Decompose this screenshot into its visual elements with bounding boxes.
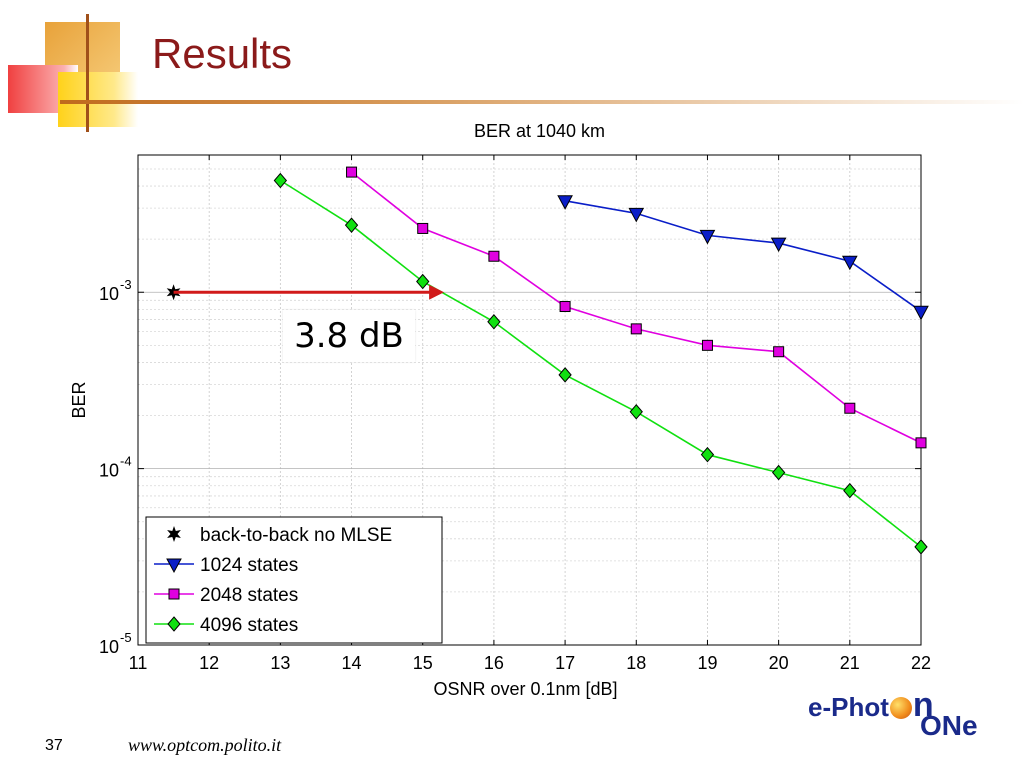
series-4096-states (273, 172, 928, 555)
page-number: 37 (45, 737, 63, 754)
y-tick-exponent: -5 (120, 630, 132, 645)
data-point (630, 323, 642, 335)
x-tick-label: 22 (911, 653, 931, 673)
legend-marker (168, 588, 180, 600)
series-1024-states (557, 195, 929, 321)
x-tick-label: 14 (342, 653, 362, 673)
series-line (564, 200, 922, 312)
plot-frame (137, 154, 922, 646)
decor-square-yellow (58, 72, 138, 127)
data-point (773, 346, 785, 358)
y-tick-exponent: -4 (120, 454, 132, 469)
data-point (559, 301, 571, 313)
legend-marker (166, 558, 182, 574)
y-tick-exponent: -3 (120, 277, 132, 292)
data-point (557, 195, 573, 210)
data-point (700, 446, 715, 463)
data-point (701, 339, 713, 351)
data-point (844, 402, 856, 414)
x-axis-label: OSNR over 0.1nm [dB] (433, 679, 617, 699)
footer-url: www.optcom.polito.it (128, 735, 282, 755)
x-tick-label: 11 (129, 653, 148, 673)
data-point (699, 229, 716, 245)
y-tick-label: 10 (99, 284, 119, 304)
data-point (915, 437, 927, 449)
series-2048-states (346, 166, 927, 449)
x-tick-label: 15 (413, 653, 433, 673)
title-underline (60, 100, 1024, 104)
y-tick-label: 10 (99, 461, 119, 481)
decor-line-vertical (86, 14, 89, 132)
x-tick-label: 20 (769, 653, 789, 673)
data-point (346, 166, 358, 178)
slide-title: Results (152, 30, 293, 77)
legend-marker (167, 616, 181, 632)
globe-icon (889, 697, 912, 719)
data-point (344, 217, 359, 233)
legend-box (145, 516, 443, 644)
data-point (843, 482, 857, 499)
x-tick-label: 17 (555, 653, 575, 673)
legend: back-to-back no MLSE 1024 states 2048 stat… (145, 516, 443, 644)
data-point (558, 367, 572, 383)
e-photon-one-logo: e-Phot n ONe (808, 682, 998, 742)
series-line (279, 179, 922, 548)
chart-title: BER at 1040 km (474, 121, 605, 141)
data-point (416, 273, 430, 290)
data-point (914, 539, 928, 555)
legend-marker (167, 526, 181, 542)
logo-text-prefix: e-Phot (808, 692, 889, 722)
data-point (417, 222, 429, 234)
legend-label: back-to-back no MLSE (200, 525, 392, 546)
x-tick-label: 18 (626, 653, 646, 673)
logo-line1: e-Phot n (808, 686, 934, 725)
data-point (770, 237, 787, 253)
x-tick-label: 12 (199, 653, 219, 673)
legend-label: 1024 states (200, 555, 298, 576)
data-point (771, 464, 786, 481)
y-axis-label: BER (69, 381, 89, 418)
data-point (628, 207, 645, 223)
x-tick-label: 21 (840, 653, 860, 673)
data-point (841, 255, 858, 271)
data-point (487, 314, 501, 330)
x-tick-label: 16 (484, 653, 504, 673)
logo-text-suffix: n (912, 686, 934, 724)
x-tick-label: 13 (270, 653, 290, 673)
data-point (913, 305, 929, 321)
data-point (488, 250, 500, 262)
logo-line2: ONe (920, 710, 978, 741)
series-layer (166, 166, 929, 555)
legend-label: 2048 states (200, 585, 298, 606)
data-point (629, 404, 643, 420)
y-tick-label: 10 (99, 637, 119, 657)
legend-label: 4096 states (200, 615, 298, 636)
data-point (273, 172, 288, 189)
x-tick-label: 19 (697, 653, 717, 673)
callout-3-8-db: 3.8 dB (283, 310, 415, 362)
